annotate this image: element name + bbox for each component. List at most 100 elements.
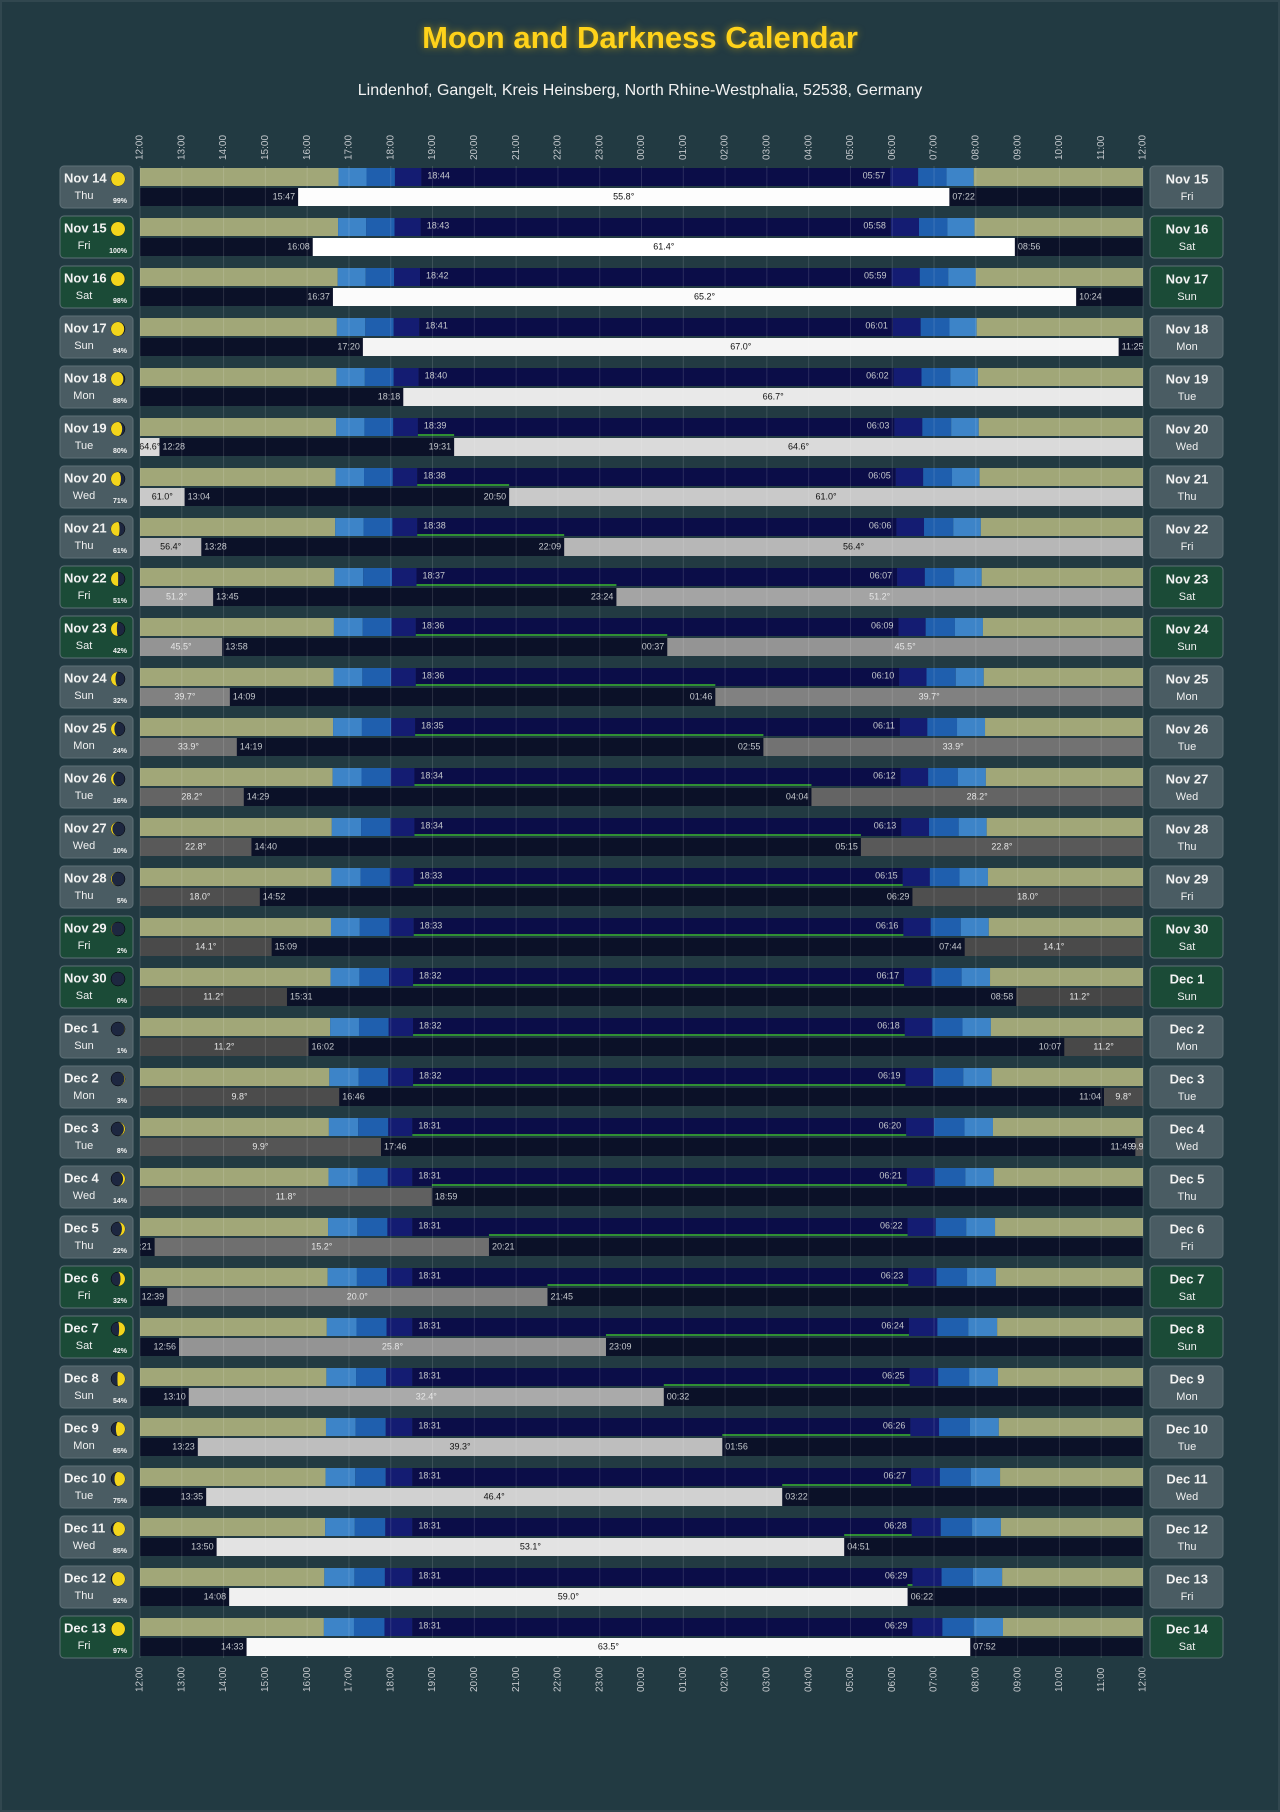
moon-altitude-label: 61.0° [816,491,838,501]
time-axis: 12:00 12:00 13:00 13:00 14:00 14:00 15:00 15:00… [135,135,1149,1692]
dark-start-label: 18:31 [418,1370,441,1380]
moon-altitude-label: 51.2° [869,591,891,601]
civil-twilight [954,618,983,636]
weekday: Tue [75,1490,94,1502]
night [412,1468,912,1486]
next-day-box [1149,715,1224,759]
daylight [140,968,331,986]
date: Dec 10 [64,1470,106,1485]
next-weekday: Sat [1179,591,1196,603]
astronomical-twilight [894,418,923,436]
civil-twilight [326,1368,357,1386]
next-date: Nov 26 [1166,721,1209,736]
next-weekday: Wed [1176,1491,1198,1503]
moon-altitude-label: 9.8° [1115,1091,1132,1101]
moon-up-bar [140,488,185,506]
moon-up-bar [246,1638,971,1656]
astronomical-twilight [387,1168,413,1186]
next-day-box [1149,415,1224,459]
hour-label-top: 13:00 [176,135,187,160]
next-day-box [1149,1465,1224,1509]
weekday: Wed [73,1540,95,1552]
moonset-label: 00:32 [667,1391,690,1401]
next-date: Dec 4 [1170,1121,1205,1136]
next-weekday: Sat [1179,1291,1196,1303]
nautical-twilight [354,1568,385,1586]
next-day-box [1149,565,1224,609]
astronomical-twilight [388,1118,413,1136]
hour-label-bottom: 23:00 [594,1667,605,1692]
date: Nov 17 [64,320,107,335]
daylight [997,1318,1143,1336]
moon-altitude-label: 22.8° [991,841,1013,851]
hour-label-bottom: 05:00 [845,1667,856,1692]
night [412,1118,907,1136]
illumination: 99% [113,198,128,205]
night [412,1618,913,1636]
illumination: 14% [113,1198,128,1205]
dark-start-label: 18:37 [423,570,446,580]
moon-altitude-label: 39.3° [449,1441,471,1451]
illumination: 97% [113,1648,128,1655]
illumination: 42% [113,648,128,655]
daylight [978,418,1143,436]
next-weekday: Sat [1179,241,1196,253]
illumination: 61% [113,548,128,555]
daylight [974,218,1143,236]
daylight [140,1418,326,1436]
moon-altitude-label: 64.6° [139,441,161,451]
moon-up-bar [140,688,230,706]
civil-twilight [336,318,366,336]
hour-label-top: 05:00 [845,135,856,160]
hour-label-top: 12:00 [135,135,146,160]
weekday: Thu [75,190,94,202]
next-day-box [1149,515,1224,559]
moonrise-label: 12:56 [153,1341,176,1351]
astronomical-twilight [906,1168,935,1186]
hour-label-bottom: 02:00 [720,1667,731,1692]
moonrise-label: 01:46 [690,691,713,701]
astronomical-twilight [903,918,931,936]
illumination: 80% [113,448,128,455]
astronomical-twilight [390,768,415,786]
hour-label-bottom: 07:00 [929,1667,940,1692]
nautical-twilight [358,1018,389,1036]
dark-end-label: 06:22 [880,1220,903,1230]
moonrise-label: 22:09 [539,541,562,551]
next-date: Dec 13 [1166,1571,1208,1586]
moon-up-bar [312,238,1015,256]
moonrise-label: 13:23 [172,1441,195,1451]
dark-start-label: 18:31 [418,1620,441,1630]
moon-up-bar [298,188,950,206]
astronomical-twilight [912,1568,942,1586]
dark-end-label: 06:17 [877,970,900,980]
nautical-twilight [364,368,394,386]
dark-start-label: 18:33 [420,870,443,880]
moonrise-label: 00:37 [642,641,665,651]
daylight [140,1018,331,1036]
nautical-twilight [927,718,958,736]
weekday: Fri [78,240,91,252]
next-day-box [1149,1415,1224,1459]
moonset-label: 11:25 [1122,341,1144,351]
daylight [1000,1468,1143,1486]
moonset-label: 13:28 [204,541,227,551]
daylight [986,818,1143,836]
date: Dec 9 [64,1420,99,1435]
moon-phase [111,622,118,636]
hour-label-bottom: 04:00 [803,1667,814,1692]
nautical-twilight [919,268,949,286]
moon-altitude-label: 33.9° [178,741,200,751]
nautical-twilight [356,1368,387,1386]
moon-altitude-label: 46.4° [484,1491,506,1501]
daylight [140,1168,329,1186]
daylight [140,1518,326,1536]
dark-start-label: 18:41 [425,320,448,330]
moon-altitude-label: 9.8° [232,1091,249,1101]
hour-label-top: 07:00 [929,135,940,160]
dark-end-label: 05:59 [864,270,887,280]
next-date: Nov 25 [1166,671,1209,686]
moonrise-label: 13:50 [191,1541,214,1551]
moon-track [140,938,1143,956]
moon-phase [111,222,125,236]
